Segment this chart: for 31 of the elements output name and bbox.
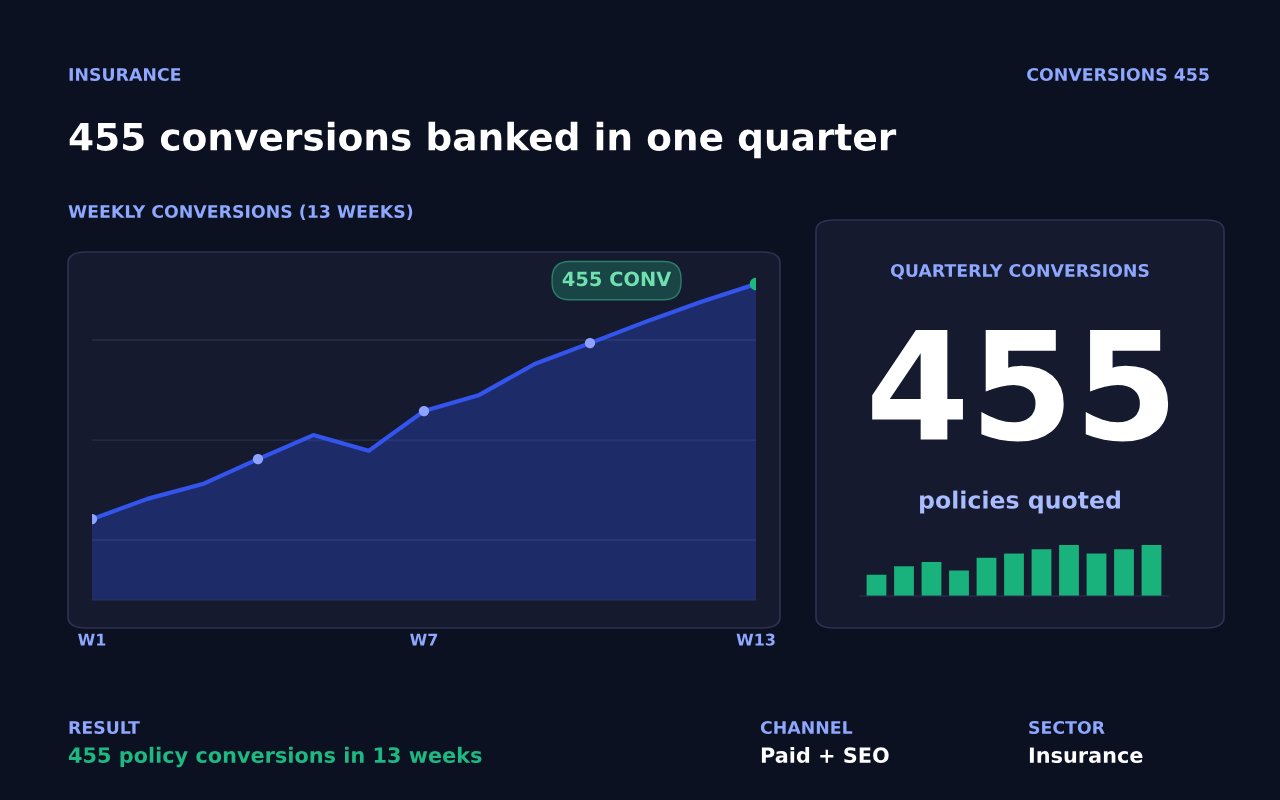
text: 455 [872, 330, 1169, 442]
text: Insurance [1029, 747, 1143, 764]
text: Paid + SEO [761, 746, 889, 764]
point [418, 405, 430, 417]
x-tick-label: W1 [78, 633, 106, 646]
bar [1004, 553, 1024, 596]
text: CONVERSIONS 455 [1027, 67, 1209, 82]
text: 455 policy conversions in 13 weeks [68, 746, 482, 768]
annotation: 455 CONV [562, 271, 672, 287]
text: INSURANCE [69, 67, 181, 82]
text: policies quoted [920, 490, 1120, 514]
bar [921, 562, 942, 596]
text: CHANNEL [760, 720, 853, 735]
x-tick-label: W7 [410, 633, 438, 646]
chart-title: QUARTERLY CONVERSIONS [890, 263, 1149, 280]
bar [866, 574, 887, 596]
bar [1031, 549, 1052, 596]
bar [1086, 553, 1107, 596]
x-tick-label: W13 [736, 633, 775, 646]
bar [1141, 545, 1162, 596]
bar [894, 566, 914, 596]
bar [949, 570, 969, 596]
text: 455 conversions banked in one quarter [69, 121, 897, 159]
bar [976, 557, 997, 596]
chart-title: WEEKLY CONVERSIONS (13 WEEKS) [68, 204, 413, 221]
text: RESULT [69, 720, 140, 735]
bar [1114, 549, 1134, 596]
point [252, 453, 264, 465]
text: SECTOR [1029, 720, 1105, 735]
bar [1059, 545, 1079, 596]
point [584, 337, 596, 349]
